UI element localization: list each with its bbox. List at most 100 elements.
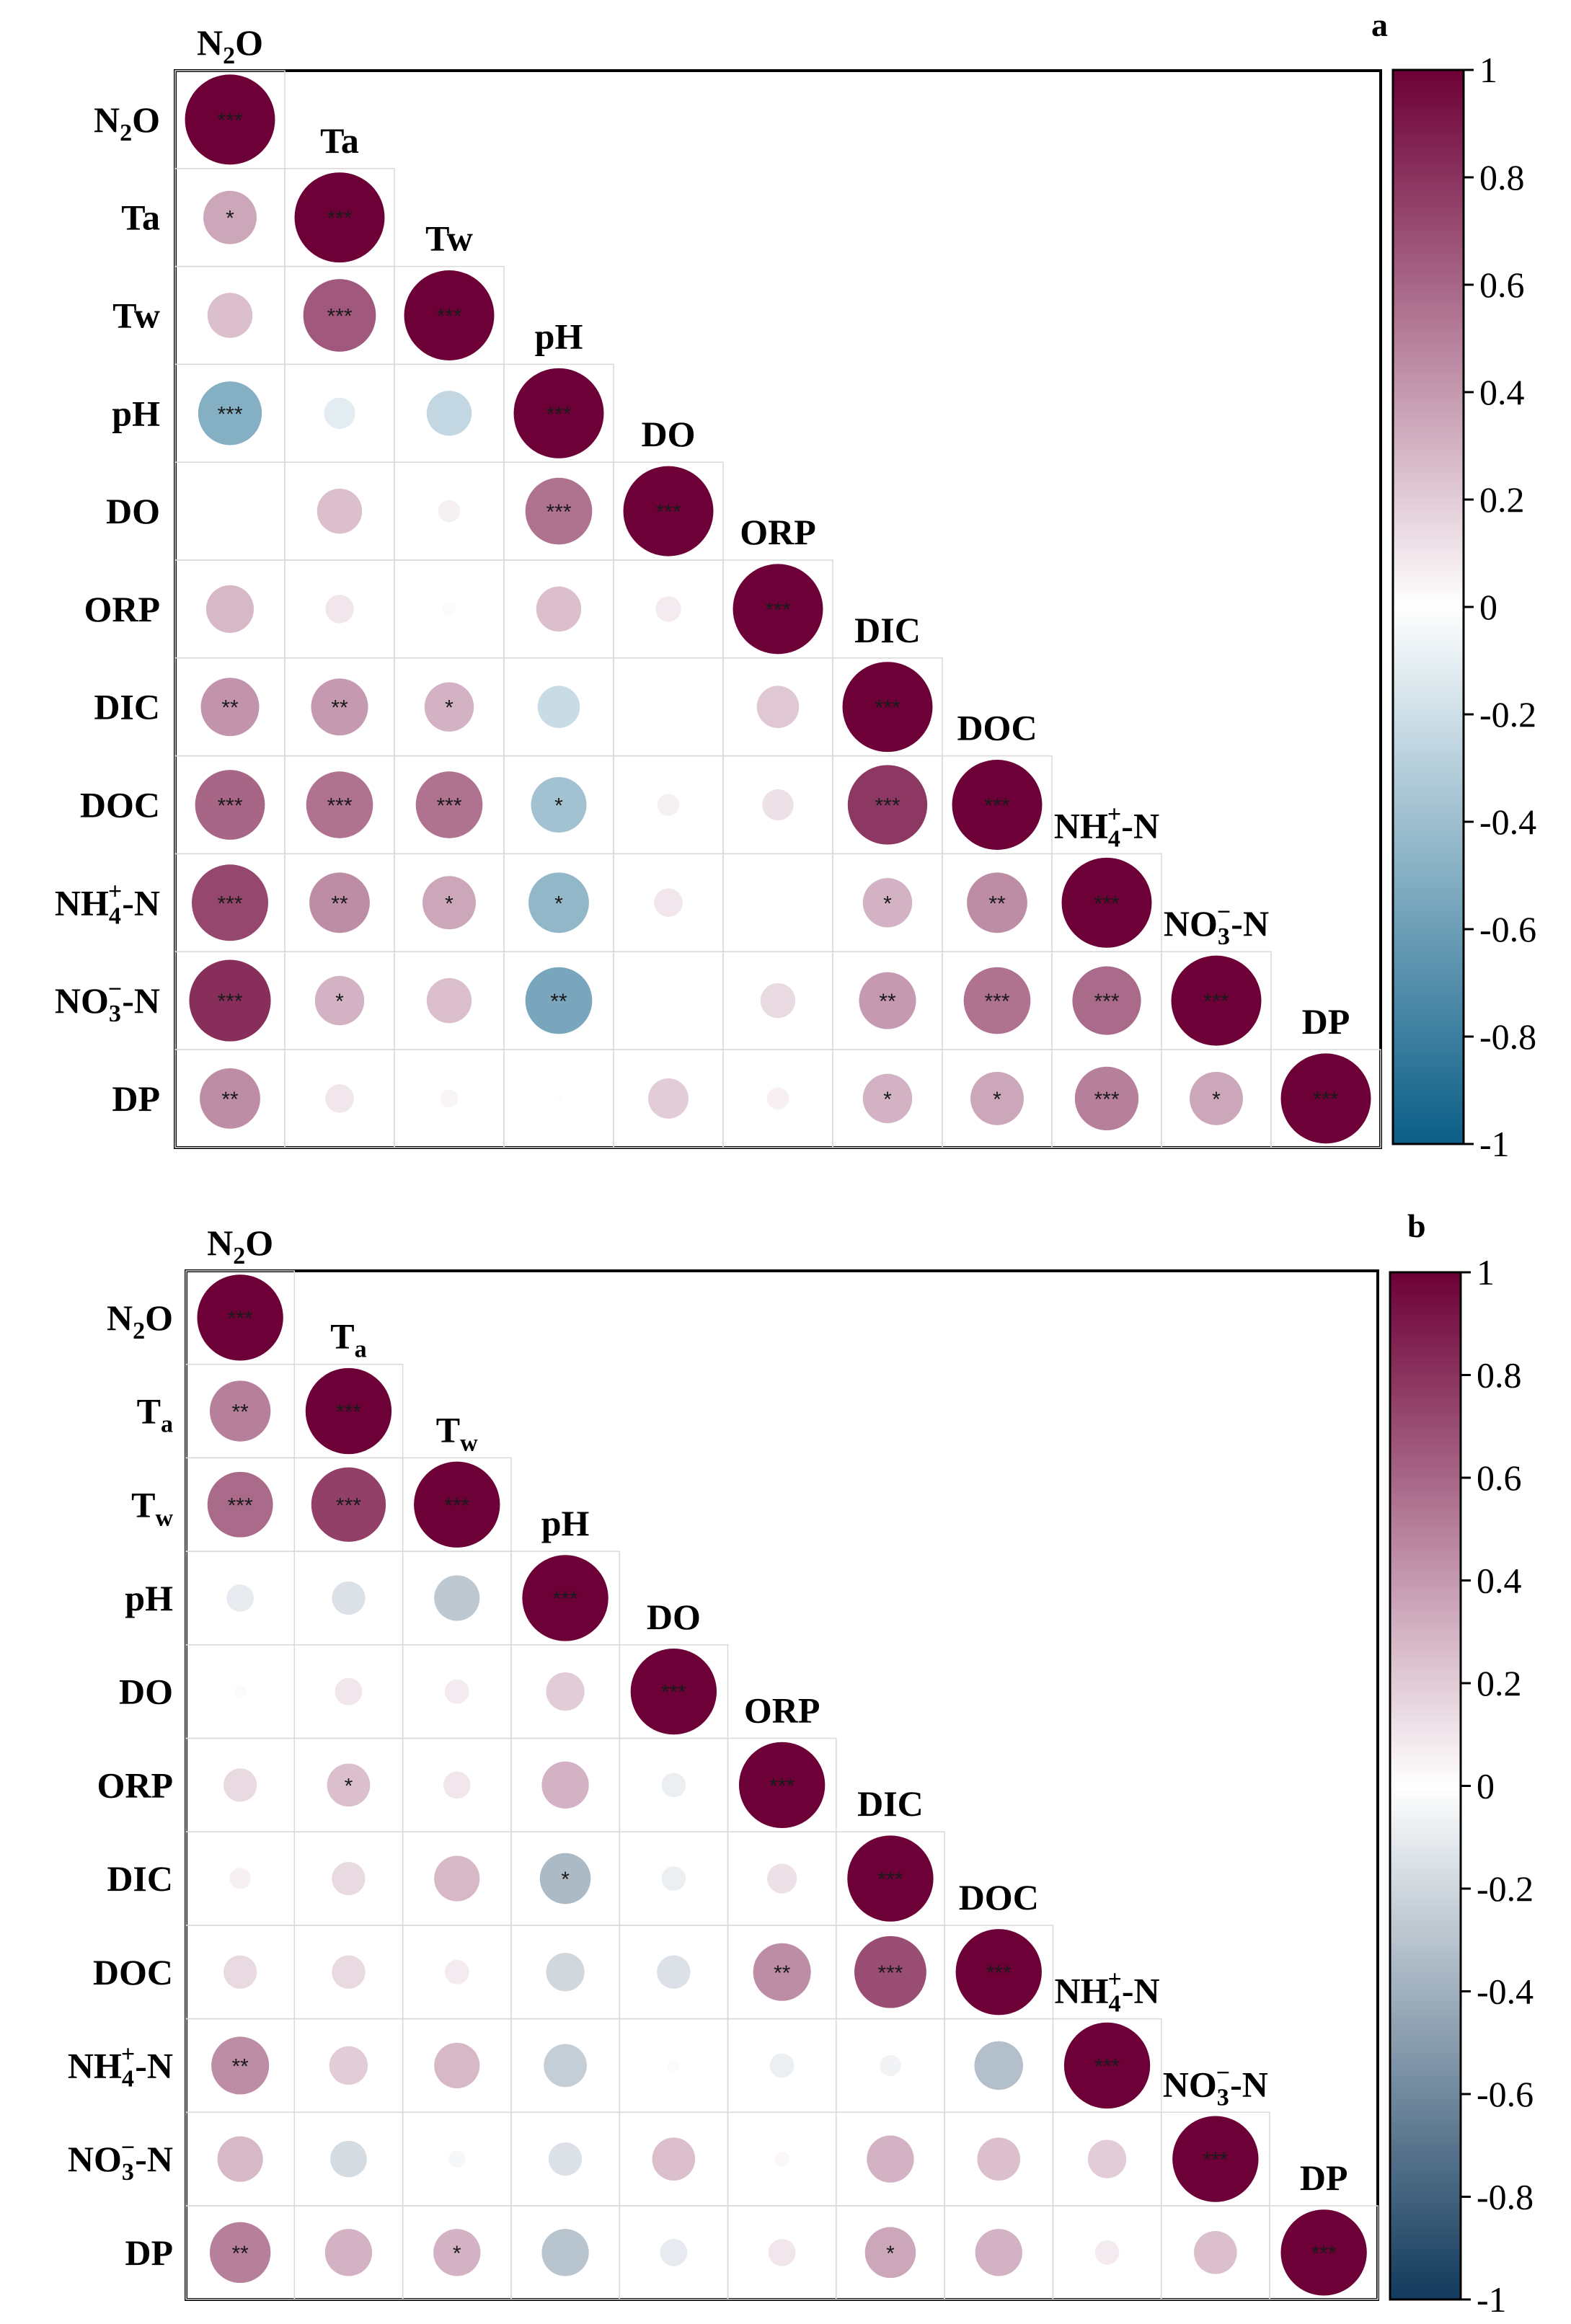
corr-circle (207, 293, 253, 338)
col-label: Tw (425, 218, 473, 259)
significance-label: * (445, 696, 453, 720)
colorbar-tick-label: 0.4 (1479, 372, 1525, 412)
significance-label: *** (1094, 990, 1119, 1014)
corr-circle (768, 2238, 796, 2266)
significance-label: *** (327, 305, 352, 329)
corr-circle (1061, 857, 1152, 948)
grid-cell (174, 461, 286, 561)
corr-circle (311, 678, 368, 736)
colorbar-tick-label: -0.2 (1479, 694, 1536, 735)
row-label: NH4+-N (68, 2041, 173, 2092)
colorbar-tick-label: -1 (1479, 1124, 1510, 1164)
significance-label: *** (327, 794, 352, 818)
row-label: Tw (131, 1484, 173, 1531)
row-label: NH4+-N (55, 878, 160, 929)
corr-circle (1280, 1053, 1371, 1144)
col-label: DO (647, 1597, 701, 1637)
significance-label: * (883, 1088, 892, 1112)
colorbar-b: 1 0.8 0.6 0.4 0.2 0 -0.2 -0.4 -0.6 -0.8 -1 (1389, 1252, 1534, 2320)
significance-label: *** (228, 1494, 253, 1517)
corr-circle (528, 872, 589, 933)
corr-circle (864, 2227, 916, 2279)
corr-circle (438, 500, 461, 523)
col-label: DIC (854, 610, 921, 650)
significance-label: ** (231, 2054, 249, 2078)
corr-circle (967, 872, 1027, 933)
corr-circle (324, 397, 355, 429)
corr-circle (975, 2229, 1022, 2276)
corr-circle (1194, 2231, 1237, 2274)
significance-label: *** (553, 1587, 578, 1611)
row-label: ORP (84, 589, 160, 629)
corr-circle (525, 477, 593, 545)
row-label: DOC (80, 785, 160, 825)
significance-label: * (993, 1088, 1001, 1112)
corr-circle (1094, 2240, 1120, 2265)
row-label: DP (112, 1078, 160, 1119)
corr-circle (217, 2136, 263, 2182)
significance-label: *** (436, 794, 461, 818)
corr-circle (1074, 1066, 1139, 1131)
corr-circle (224, 1768, 257, 1802)
corr-circle (859, 972, 916, 1029)
corr-circle (554, 1094, 564, 1104)
significance-label: *** (1094, 1088, 1119, 1112)
significance-label: *** (546, 402, 571, 426)
significance-label: *** (1094, 892, 1119, 915)
colorbar-tick-label: 0.8 (1479, 157, 1525, 198)
significance-label: * (554, 794, 563, 818)
col-label: Ta (330, 1316, 366, 1363)
corr-circle (1172, 2116, 1259, 2202)
significance-label: * (445, 892, 453, 915)
col-label: NO3−-N (1164, 899, 1269, 950)
significance-label: ** (550, 990, 567, 1014)
corr-circle (862, 1073, 913, 1124)
significance-label: *** (661, 1681, 686, 1705)
corr-circle (1280, 2209, 1367, 2296)
corr-circle (209, 2222, 271, 2284)
corr-circle (332, 1955, 366, 1989)
corr-circle (434, 1575, 480, 1621)
colorbar-tick-label: 0.6 (1479, 265, 1525, 305)
row-label: DP (125, 2232, 173, 2273)
corr-circle (317, 488, 363, 534)
corr-circle (1190, 1071, 1243, 1125)
corr-circle (440, 1089, 459, 1108)
significance-label: *** (228, 1307, 253, 1331)
corr-circle (197, 1274, 283, 1361)
corr-circle (539, 1853, 591, 1904)
col-label: pH (535, 316, 583, 356)
colorbar-tick-label: 0.6 (1477, 1458, 1522, 1498)
corr-circle (537, 686, 580, 729)
significance-label: *** (986, 1961, 1012, 1985)
corr-circle (306, 771, 373, 838)
corr-circle (952, 760, 1043, 850)
corr-circle (652, 2137, 696, 2181)
corr-circle (234, 1685, 247, 1698)
significance-label: * (1212, 1088, 1221, 1112)
col-label: DP (1300, 2157, 1348, 2198)
row-label: Ta (137, 1391, 173, 1438)
row-label: NO3−-N (68, 2134, 173, 2186)
colorbar-tick-label: -0.2 (1477, 1868, 1534, 1909)
corr-circle (525, 967, 593, 1034)
corr-circle (756, 686, 800, 729)
colorbar-tick-label: -0.6 (1477, 2074, 1534, 2114)
col-label: Ta (320, 120, 359, 161)
col-label: DOC (957, 708, 1037, 748)
corr-circle (303, 279, 376, 352)
colorbar-tick-label: -0.8 (1479, 1016, 1536, 1057)
corr-circle (200, 1068, 260, 1129)
significance-label: *** (217, 794, 242, 818)
corr-circle (426, 977, 472, 1024)
corr-circle (191, 864, 269, 941)
significance-label: *** (769, 1774, 795, 1798)
significance-label: *** (877, 1961, 903, 1985)
significance-label: *** (655, 500, 681, 524)
corr-circle (198, 381, 262, 445)
col-label: pH (541, 1503, 590, 1543)
row-label: DOC (93, 1952, 173, 1992)
corr-circle (443, 1771, 471, 1799)
corr-circle (314, 975, 365, 1026)
corr-circle (955, 1929, 1042, 2015)
